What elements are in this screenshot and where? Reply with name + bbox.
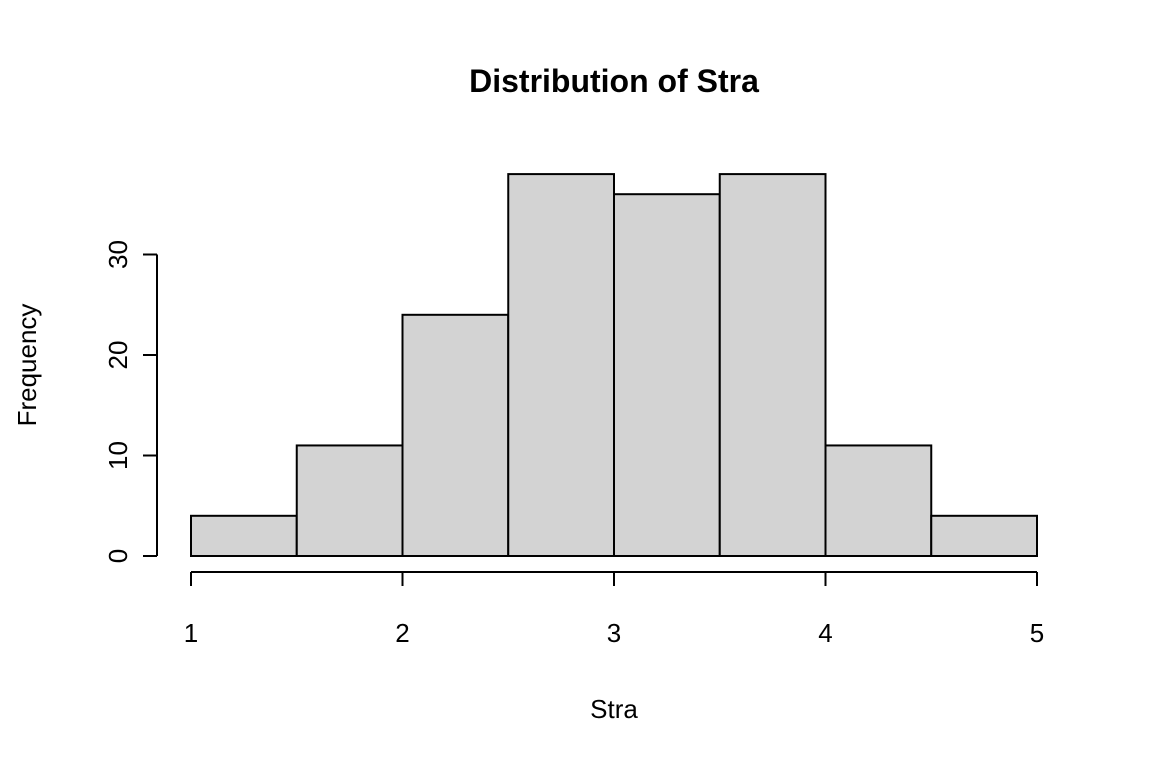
x-tick-label: 4 [818,618,832,648]
y-tick-label: 20 [103,341,133,370]
x-tick-label: 3 [607,618,621,648]
bars-group [190,173,1038,558]
y-tick-label: 30 [103,240,133,269]
histogram-bar-7 [824,444,933,558]
y-axis-label: Frequency [12,304,42,427]
histogram-bar-1 [190,514,298,557]
y-tick-label: 0 [103,549,133,563]
y-axis: 0 10 20 30 [103,240,158,563]
histogram-bar-4 [507,173,615,557]
y-tick-label: 10 [103,441,133,470]
histogram-bar-3 [401,313,510,557]
histogram-bar-2 [295,444,404,558]
histogram-bar-8 [930,514,1038,557]
x-axis: 1 2 3 4 5 [184,571,1044,648]
histogram-bar-5 [613,193,721,557]
x-tick-label: 2 [395,618,409,648]
histogram-bar-6 [718,173,827,557]
x-tick-label: 1 [184,618,198,648]
x-axis-label: Stra [590,694,638,724]
chart-title: Distribution of Stra [469,63,759,99]
x-tick-label: 5 [1030,618,1044,648]
